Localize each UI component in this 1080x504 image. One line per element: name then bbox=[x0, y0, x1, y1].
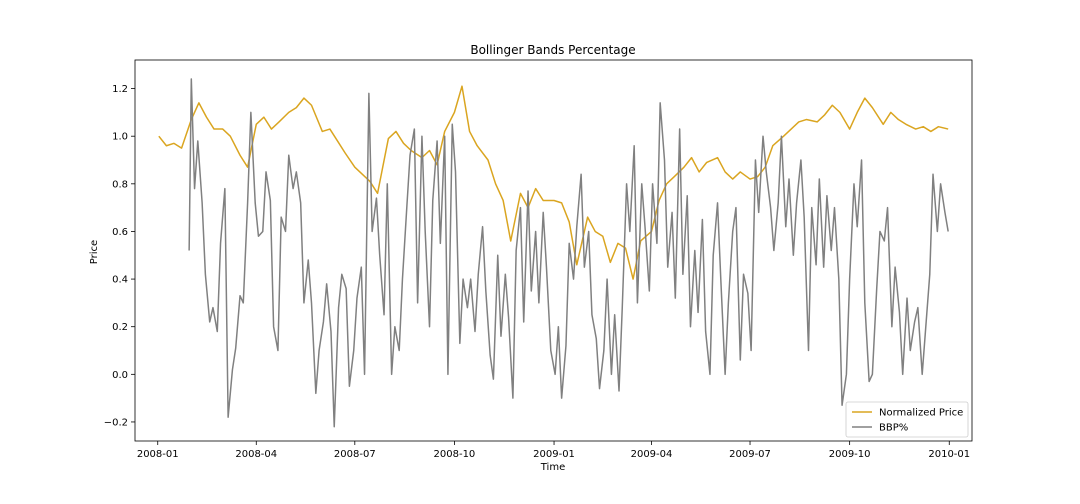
plot-area: 2008-01 2008-04 2008-07 2008-10 2009-01 2009-… bbox=[104, 59, 973, 460]
legend: Normalized Price BBP% bbox=[845, 401, 969, 438]
plot-frame bbox=[134, 59, 973, 442]
legend-label-0: Normalized Price bbox=[879, 408, 963, 419]
x-tick-label: 2008-04 bbox=[235, 449, 277, 460]
y-tick-label: 1.0 bbox=[112, 132, 128, 143]
x-tick-label: 2009-07 bbox=[729, 449, 771, 460]
y-tick-label: 0.2 bbox=[112, 322, 128, 333]
x-tick-label: 2008-01 bbox=[137, 449, 179, 460]
y-tick-label: 0.0 bbox=[112, 370, 128, 381]
x-tick-label: 2009-10 bbox=[829, 449, 871, 460]
y-tick-label: −0.2 bbox=[104, 417, 128, 428]
x-tick-label: 2010-01 bbox=[928, 449, 970, 460]
x-tick-label: 2008-07 bbox=[334, 449, 376, 460]
y-tick-label: 1.2 bbox=[112, 84, 128, 95]
x-tick-label: 2008-10 bbox=[434, 449, 476, 460]
y-axis-label: Price bbox=[89, 240, 100, 264]
series-line-0 bbox=[158, 85, 949, 280]
y-tick-label: 0.8 bbox=[112, 179, 128, 190]
chart-title: Bollinger Bands Percentage bbox=[470, 43, 635, 57]
legend-label-1: BBP% bbox=[879, 423, 908, 434]
y-tick-label: 0.4 bbox=[112, 275, 128, 286]
x-tick-label: 2009-04 bbox=[631, 449, 673, 460]
legend-box bbox=[845, 401, 969, 438]
x-axis-label: Time bbox=[540, 462, 565, 473]
y-tick-label: 0.6 bbox=[112, 227, 128, 238]
x-tick-label: 2009-01 bbox=[533, 449, 575, 460]
series-line-1 bbox=[188, 78, 949, 428]
